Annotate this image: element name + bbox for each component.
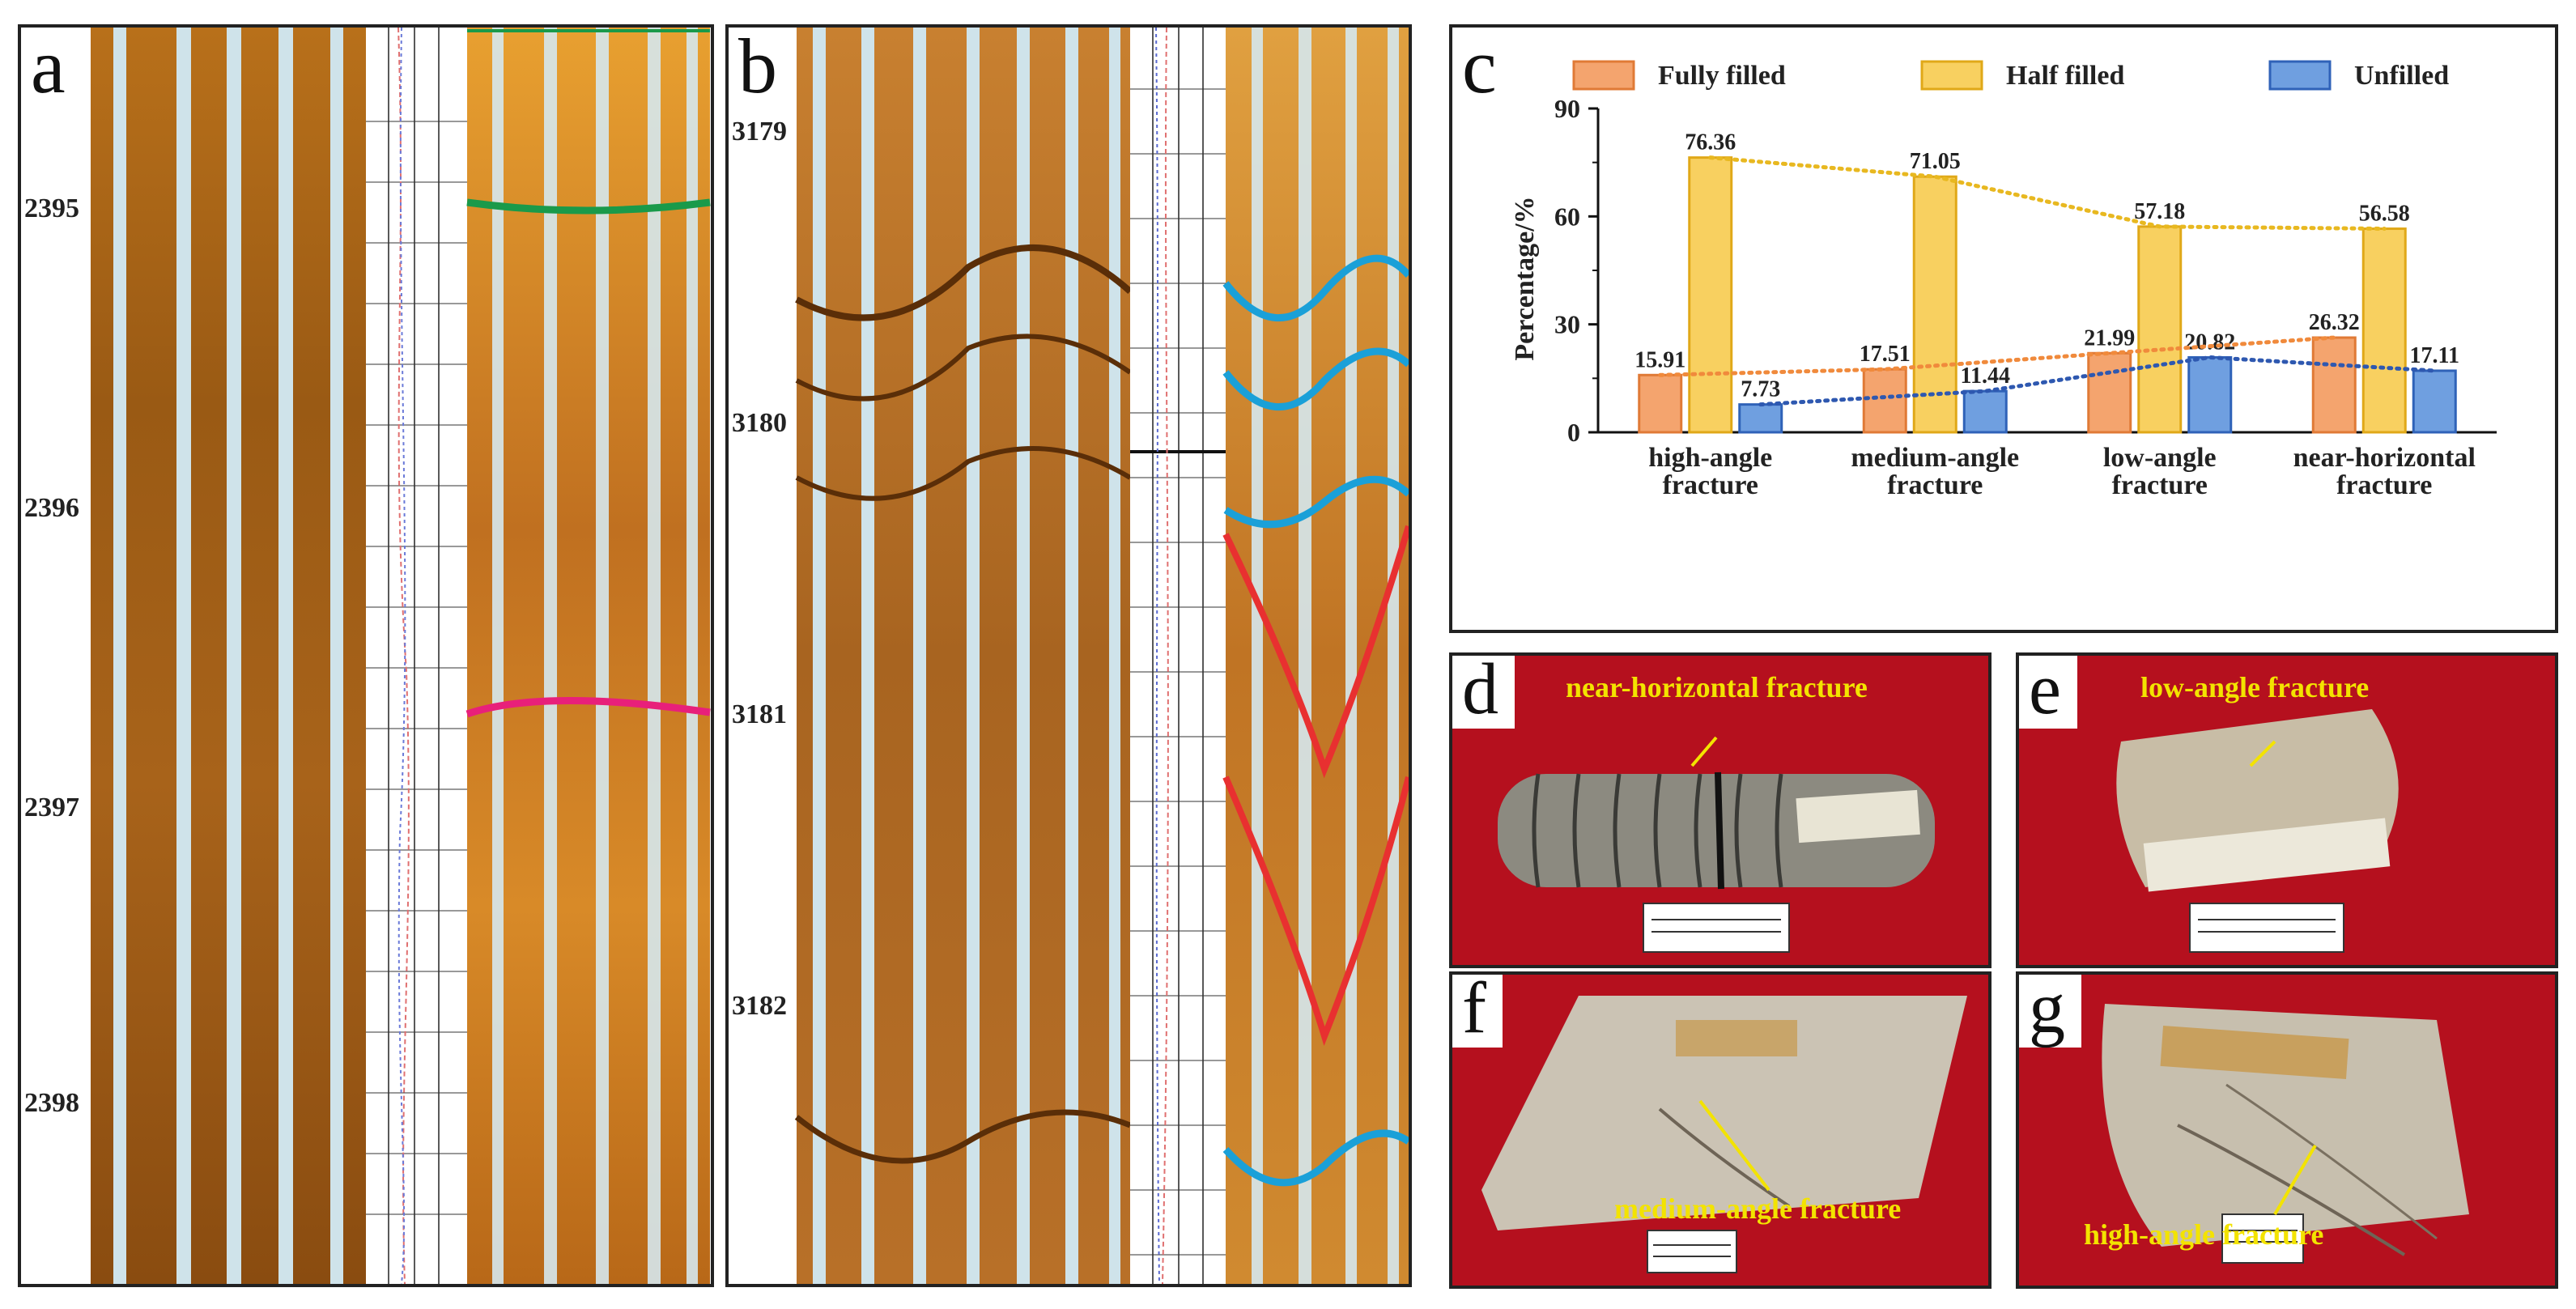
bar <box>1688 156 1733 434</box>
label-medium-angle-fracture: medium-angle fracture <box>1614 1192 1902 1225</box>
panel-f-core-photo: f medium-angle fracture <box>1449 971 1992 1289</box>
y-tick-label: 60 <box>1554 202 1580 231</box>
fracture-filling-chart: 0 30 60 90 Percentage/% 15.91 76.36 7.73 high-an… <box>1510 60 2497 500</box>
label-near-horizontal-fracture: near-horizontal fracture <box>1566 671 1868 703</box>
depth-label: 2395 <box>24 193 79 223</box>
depth-label: 2396 <box>24 493 79 523</box>
depth-label: 3182 <box>732 991 787 1021</box>
trend-line <box>1658 335 2336 377</box>
bar-value-label: 76.36 <box>1685 130 1736 155</box>
legend-label: Unfilled <box>2354 61 2449 91</box>
category-label: near-horizontal <box>2293 443 2476 473</box>
core-sample-d <box>1452 656 1988 965</box>
category-label: medium-angle <box>1851 443 2019 473</box>
legend-swatch <box>1572 60 1635 91</box>
core-sample-e <box>2019 656 2555 965</box>
panel-g-letter: g <box>2019 975 2081 1048</box>
bar <box>1738 403 1783 434</box>
panel-e-core-photo: e low-angle fracture <box>2016 652 2558 968</box>
panel-c-bar-chart: c 0 30 60 90 Percentage/% 15.91 76.36 7.73 high-… <box>1449 24 2558 633</box>
core-sample-g <box>2019 975 2555 1286</box>
bar-value-label: 17.11 <box>2410 343 2459 368</box>
depth-label: 3180 <box>732 408 787 438</box>
category-label: fracture <box>2336 470 2432 500</box>
bar-value-label: 21.99 <box>2084 325 2135 351</box>
bar <box>2087 351 2132 434</box>
bar-value-label: 20.82 <box>2184 329 2235 355</box>
bar-value-label: 56.58 <box>2359 202 2410 227</box>
legend-swatch <box>1920 60 1983 91</box>
bar <box>1962 389 2008 434</box>
category-label: fracture <box>1663 470 1758 500</box>
bar <box>2412 369 2457 434</box>
panel-b-log-svg <box>729 28 1409 1284</box>
trend-line <box>1758 355 2437 407</box>
label-low-angle-fracture: low-angle fracture <box>2140 671 2370 703</box>
depth-label: 3181 <box>732 699 787 729</box>
panel-e-letter: e <box>2019 656 2077 729</box>
panel-b-image-log: b <box>725 24 1412 1287</box>
bar-value-label: 15.91 <box>1634 347 1685 372</box>
legend-label: Fully filled <box>1658 61 1786 91</box>
bar-value-label: 71.05 <box>1910 149 1961 174</box>
y-axis-label: Percentage/% <box>1510 196 1540 360</box>
panel-d-letter: d <box>1452 656 1515 729</box>
depth-label: 2398 <box>24 1088 79 1118</box>
panel-g-core-photo: g high-angle fracture <box>2016 971 2558 1289</box>
bar <box>2187 355 2233 434</box>
bar-value-label: 17.51 <box>1860 342 1911 367</box>
core-sample-f <box>1452 975 1988 1286</box>
bar <box>1912 175 1958 434</box>
bar-value-label: 57.18 <box>2134 199 2185 224</box>
depth-label: 3179 <box>732 117 787 147</box>
bar <box>2361 227 2407 434</box>
panel-a-log-svg <box>21 28 711 1284</box>
category-label: fracture <box>1887 470 1983 500</box>
category-label: fracture <box>2112 470 2208 500</box>
y-tick-label: 0 <box>1567 418 1580 447</box>
bar <box>2311 336 2357 434</box>
panel-d-core-photo: d near-horizontal fracture <box>1449 652 1992 968</box>
legend-label: Half filled <box>2006 61 2124 91</box>
bar-value-label: 26.32 <box>2309 310 2360 335</box>
bar <box>1862 368 1907 434</box>
category-label: low-angle <box>2103 443 2217 473</box>
bar <box>2137 225 2183 434</box>
category-label: high-angle <box>1648 443 1772 473</box>
bar <box>1638 373 1683 434</box>
panel-f-letter: f <box>1452 975 1503 1048</box>
y-tick-label: 90 <box>1554 94 1580 123</box>
bar-value-label: 7.73 <box>1741 377 1780 402</box>
depth-label: 2397 <box>24 793 79 822</box>
panel-c-letter: c <box>1452 28 1513 110</box>
panel-a-letter: a <box>21 28 82 110</box>
y-tick-label: 30 <box>1554 310 1580 339</box>
panel-b-letter: b <box>729 28 793 110</box>
trend-line <box>1708 155 2387 232</box>
bar-value-label: 11.44 <box>1961 363 2010 389</box>
panel-a-image-log: a <box>18 24 714 1287</box>
legend-swatch <box>2268 60 2332 91</box>
label-high-angle-fracture: high-angle fracture <box>2084 1218 2324 1251</box>
